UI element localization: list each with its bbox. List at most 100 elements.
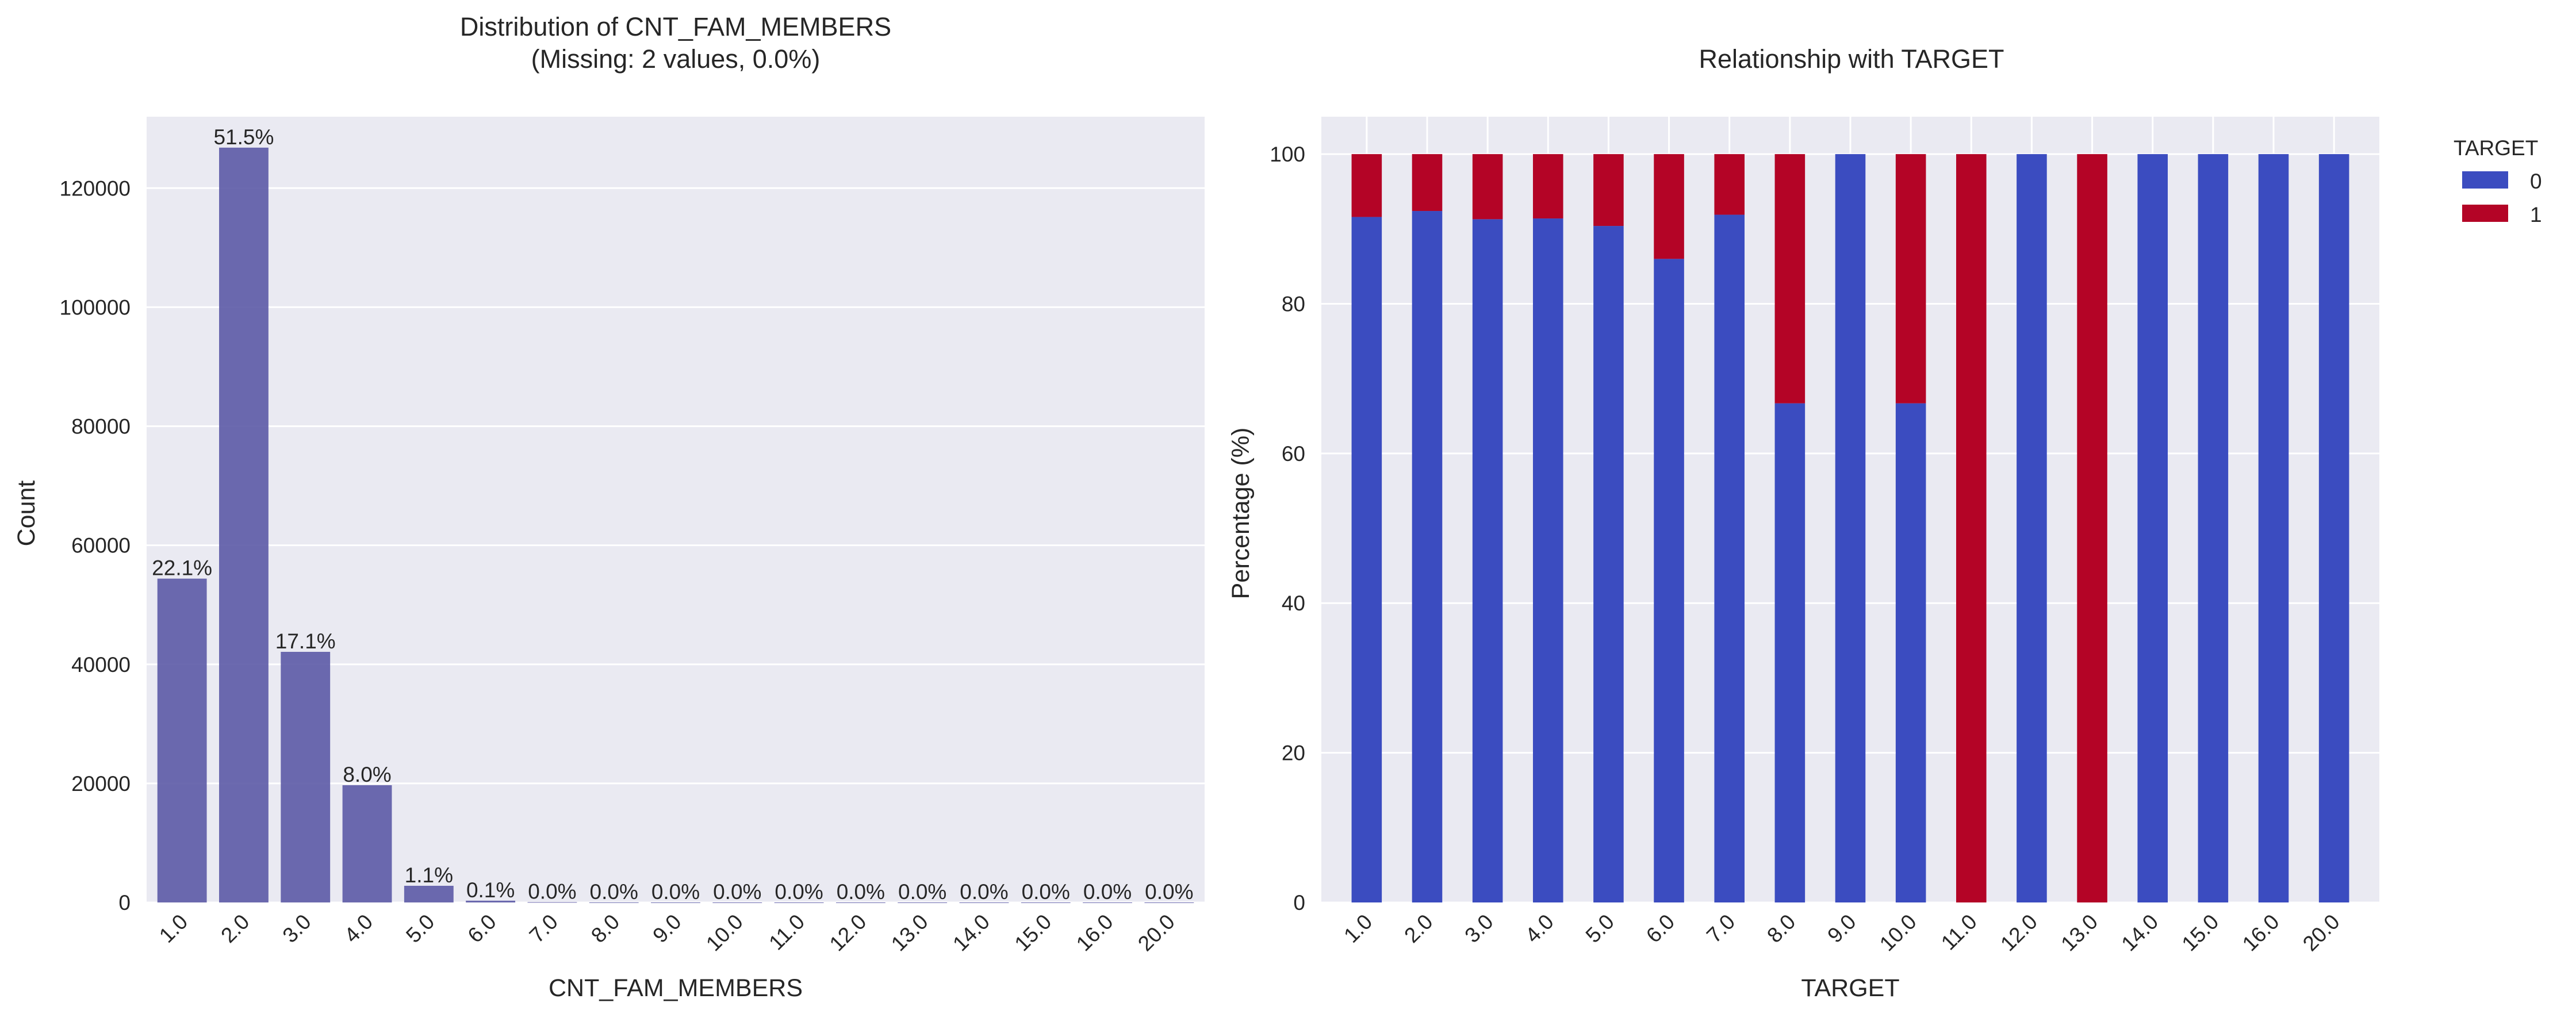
x-tick-label: 14.0 <box>948 910 994 956</box>
x-tick-label: 8.0 <box>1762 910 1800 947</box>
stacked-bars <box>1351 154 2349 903</box>
bar <box>835 902 885 903</box>
bar <box>651 902 700 903</box>
data-label: 0.0% <box>590 880 638 904</box>
x-tick-label: 5.0 <box>1581 910 1619 947</box>
x-tick-label: 16.0 <box>2238 910 2284 956</box>
data-label: 1.1% <box>405 863 453 887</box>
x-tick-label: 10.0 <box>1875 910 1921 956</box>
bar-segment-1 <box>1714 154 1745 215</box>
x-tick-label: 11.0 <box>1937 910 1981 955</box>
bar <box>774 902 824 903</box>
bar <box>281 652 331 902</box>
x-tick-label: 15.0 <box>1010 910 1056 956</box>
data-label: 0.0% <box>651 880 700 904</box>
x-tick-label: 15.0 <box>2178 910 2224 956</box>
x-axis-label: TARGET <box>1801 974 1899 1002</box>
y-tick-label: 40000 <box>71 653 131 677</box>
bar-segment-1 <box>1895 154 1926 404</box>
bar <box>712 902 762 903</box>
bar <box>898 902 948 903</box>
bar-segment-0 <box>2318 154 2349 903</box>
x-tick-label: 7.0 <box>525 910 562 947</box>
x-tick-label: 8.0 <box>586 910 624 947</box>
y-tick-label: 20000 <box>71 772 131 796</box>
data-label: 0.0% <box>528 879 576 903</box>
x-tick-label: 1.0 <box>1339 910 1377 947</box>
target-relationship-chart: Relationship with TARGET 0 20 40 60 80 100 1.… <box>1227 44 2542 1002</box>
legend-label-1: 1 <box>2530 203 2542 226</box>
x-tick-label: 20.0 <box>1133 910 1179 956</box>
y-tick-label: 60 <box>1282 442 1305 466</box>
chart-title: Relationship with TARGET <box>1699 44 2004 74</box>
data-label: 17.1% <box>275 629 336 653</box>
y-tick-label: 40 <box>1282 591 1305 615</box>
x-tick-label: 14.0 <box>2117 910 2163 956</box>
bar-segment-0 <box>2017 154 2047 903</box>
data-label: 0.0% <box>960 880 1008 904</box>
y-tick-label: 100000 <box>60 295 131 319</box>
x-tick-label: 1.0 <box>155 910 192 947</box>
y-tick-label: 60000 <box>71 534 131 558</box>
bar-segment-1 <box>2077 154 2107 903</box>
bar-segment-0 <box>2198 154 2229 903</box>
bar-segment-0 <box>1835 154 1866 903</box>
x-axis-label: CNT_FAM_MEMBERS <box>549 974 803 1002</box>
distribution-chart: Distribution of CNT_FAM_MEMBERS (Missing… <box>13 12 1205 1002</box>
x-tick-label: 4.0 <box>340 910 377 947</box>
chart-title: Distribution of CNT_FAM_MEMBERS <box>460 12 891 41</box>
bar-segment-1 <box>1593 154 1624 226</box>
legend-swatch-0 <box>2462 171 2508 189</box>
bar-segment-0 <box>1472 219 1503 902</box>
bar-segment-1 <box>1351 154 1382 217</box>
x-tick-label: 9.0 <box>1823 910 1860 947</box>
bar-segment-0 <box>1593 226 1624 902</box>
x-tick-label: 16.0 <box>1072 910 1118 956</box>
legend-label-0: 0 <box>2530 170 2542 193</box>
bar <box>342 785 392 902</box>
bar-segment-1 <box>1956 154 1987 903</box>
x-tick-labels: 1.0 2.0 3.0 4.0 5.0 6.0 7.0 8.0 9.0 10.0 11.0 12.0 1… <box>1339 910 2344 956</box>
data-label: 0.0% <box>837 880 885 904</box>
bar <box>1144 902 1194 903</box>
data-label: 0.0% <box>713 880 761 904</box>
x-tick-label: 13.0 <box>887 910 933 956</box>
bar <box>404 886 454 902</box>
x-tick-label: 20.0 <box>2298 910 2344 956</box>
bar <box>959 902 1009 903</box>
y-tick-label: 0 <box>118 891 131 915</box>
y-tick-label: 0 <box>1293 891 1305 915</box>
chart-subtitle: (Missing: 2 values, 0.0%) <box>531 44 821 74</box>
bar <box>589 902 639 903</box>
x-tick-label: 7.0 <box>1702 910 1739 947</box>
bar <box>1083 902 1132 903</box>
y-tick-label: 100 <box>1270 143 1305 166</box>
x-tick-label: 2.0 <box>216 910 254 947</box>
bar <box>157 578 207 902</box>
x-tick-labels: 1.0 2.0 3.0 4.0 5.0 6.0 7.0 8.0 9.0 10.0 11.0 12.0 1… <box>155 910 1179 956</box>
bars <box>157 147 1194 903</box>
x-tick-label: 13.0 <box>2056 910 2102 956</box>
data-label: 0.0% <box>1145 880 1193 904</box>
bar-segment-1 <box>1412 154 1443 212</box>
legend-swatch-1 <box>2462 205 2508 222</box>
x-tick-label: 11.0 <box>764 910 809 955</box>
data-label: 0.0% <box>775 880 823 904</box>
bar-segment-0 <box>1714 214 1745 902</box>
data-label: 0.0% <box>898 880 946 904</box>
x-tick-label: 9.0 <box>648 910 685 947</box>
x-tick-label: 4.0 <box>1521 910 1558 947</box>
data-labels: 22.1% 51.5% 17.1% 8.0% 1.1% 0.1% 0.0% 0.0% 0.0% 0… <box>152 125 1193 904</box>
y-axis-label: Percentage (%) <box>1227 428 1255 600</box>
x-tick-label: 3.0 <box>278 910 316 947</box>
y-tick-label: 120000 <box>60 176 131 200</box>
bar-segment-0 <box>1774 403 1805 902</box>
bar <box>1021 902 1071 903</box>
x-tick-label: 3.0 <box>1460 910 1497 947</box>
data-label: 8.0% <box>343 763 391 786</box>
bar <box>466 900 516 902</box>
data-label: 51.5% <box>213 125 274 149</box>
x-tick-label: 6.0 <box>1642 910 1679 947</box>
y-tick-label: 80 <box>1282 292 1305 316</box>
